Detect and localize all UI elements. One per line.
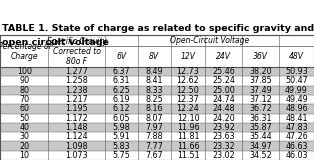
Text: 1.148: 1.148 (65, 123, 88, 132)
Text: Specific Gravity
Corrected to
80o F: Specific Gravity Corrected to 80o F (46, 37, 106, 66)
Text: 70: 70 (19, 95, 29, 104)
Text: 11.66: 11.66 (177, 142, 199, 151)
Text: 25.46: 25.46 (213, 67, 235, 76)
Text: 36.31: 36.31 (249, 114, 272, 123)
Text: 48V: 48V (289, 52, 304, 61)
Text: 8.16: 8.16 (145, 104, 163, 113)
Text: 23.02: 23.02 (213, 151, 235, 160)
Text: 50.93: 50.93 (285, 67, 308, 76)
Text: 23.32: 23.32 (213, 142, 235, 151)
Text: 34.97: 34.97 (249, 142, 272, 151)
Text: 5.75: 5.75 (112, 151, 130, 160)
Text: 38.20: 38.20 (249, 67, 272, 76)
Text: 6.19: 6.19 (112, 95, 130, 104)
Bar (0, 141, 314, 151)
Text: 90: 90 (19, 76, 29, 85)
Text: 7.88: 7.88 (145, 132, 163, 141)
Bar (0, 104, 314, 113)
Text: 1.238: 1.238 (65, 86, 88, 95)
Text: 24V: 24V (216, 52, 231, 61)
Text: 20: 20 (19, 142, 29, 151)
Text: 7.67: 7.67 (145, 151, 163, 160)
Text: 12.50: 12.50 (177, 86, 199, 95)
Text: 37.49: 37.49 (249, 86, 272, 95)
Text: 6.05: 6.05 (112, 114, 130, 123)
Text: 80: 80 (19, 86, 29, 95)
Text: 11.51: 11.51 (177, 151, 199, 160)
Text: 10: 10 (19, 151, 29, 160)
Text: 23.92: 23.92 (213, 123, 235, 132)
Bar (0, 35, 314, 160)
Text: 1.195: 1.195 (65, 104, 88, 113)
Text: 12.62: 12.62 (177, 76, 199, 85)
Text: 24.48: 24.48 (213, 104, 235, 113)
Text: 5.83: 5.83 (112, 142, 130, 151)
Text: 11.96: 11.96 (177, 123, 199, 132)
Text: 12.24: 12.24 (177, 104, 199, 113)
Text: 1.172: 1.172 (65, 114, 88, 123)
Text: 7.97: 7.97 (145, 123, 163, 132)
Text: 6.25: 6.25 (112, 86, 130, 95)
Text: TABLE 1. State of charge as related to specific gravity and: TABLE 1. State of charge as related to s… (2, 24, 314, 33)
Text: 60: 60 (19, 104, 29, 113)
Text: 48.41: 48.41 (285, 114, 308, 123)
Text: 11.81: 11.81 (177, 132, 199, 141)
Text: 1.124: 1.124 (65, 132, 88, 141)
Text: 1.098: 1.098 (65, 142, 88, 151)
Text: 49.49: 49.49 (285, 95, 308, 104)
Text: 1.258: 1.258 (65, 76, 88, 85)
Text: 47.83: 47.83 (285, 123, 308, 132)
Text: 8.41: 8.41 (145, 76, 163, 85)
Text: Percentage of
Charge: Percentage of Charge (0, 42, 51, 61)
Text: 7.77: 7.77 (145, 142, 163, 151)
Bar (0, 86, 314, 95)
Text: 37.85: 37.85 (249, 76, 272, 85)
Text: 34.52: 34.52 (249, 151, 272, 160)
Text: 6.37: 6.37 (112, 67, 130, 76)
Text: 100: 100 (17, 67, 32, 76)
Text: 8.07: 8.07 (145, 114, 163, 123)
Text: 25.00: 25.00 (213, 86, 235, 95)
Text: 12.37: 12.37 (177, 95, 199, 104)
Text: 24.74: 24.74 (213, 95, 235, 104)
Text: 24.20: 24.20 (213, 114, 235, 123)
Text: 50: 50 (19, 114, 29, 123)
Text: 35.44: 35.44 (249, 132, 272, 141)
Text: 8.49: 8.49 (145, 67, 163, 76)
Text: 23.63: 23.63 (213, 132, 235, 141)
Text: 37.12: 37.12 (249, 95, 272, 104)
Text: 35.87: 35.87 (249, 123, 272, 132)
Text: 25.24: 25.24 (213, 76, 235, 85)
Text: 8.33: 8.33 (145, 86, 163, 95)
Text: 1.277: 1.277 (65, 67, 88, 76)
Text: 1.073: 1.073 (65, 151, 88, 160)
Text: 12.73: 12.73 (177, 67, 199, 76)
Text: 30: 30 (19, 132, 29, 141)
Text: 47.26: 47.26 (285, 132, 308, 141)
Bar (0, 67, 314, 76)
Text: Open-Circuit Voltage: Open-Circuit Voltage (170, 36, 249, 45)
Text: 8V: 8V (149, 52, 159, 61)
Text: 48.96: 48.96 (285, 104, 308, 113)
Text: 5.91: 5.91 (112, 132, 130, 141)
Text: 40: 40 (19, 123, 29, 132)
Text: 46.63: 46.63 (285, 142, 308, 151)
Text: 36.72: 36.72 (249, 104, 272, 113)
Text: 49.99: 49.99 (285, 86, 308, 95)
Text: 12.10: 12.10 (177, 114, 199, 123)
Text: 8.25: 8.25 (145, 95, 163, 104)
Text: 6V: 6V (116, 52, 126, 61)
Bar (0, 123, 314, 132)
Text: 36V: 36V (253, 52, 268, 61)
Text: 46.03: 46.03 (285, 151, 308, 160)
Text: 6.31: 6.31 (112, 76, 130, 85)
Text: 5.98: 5.98 (112, 123, 130, 132)
Text: 50.47: 50.47 (285, 76, 308, 85)
Text: 6.12: 6.12 (112, 104, 130, 113)
Text: 12V: 12V (181, 52, 196, 61)
Text: open circuit voltage: open circuit voltage (2, 38, 108, 47)
Text: 1.217: 1.217 (65, 95, 88, 104)
